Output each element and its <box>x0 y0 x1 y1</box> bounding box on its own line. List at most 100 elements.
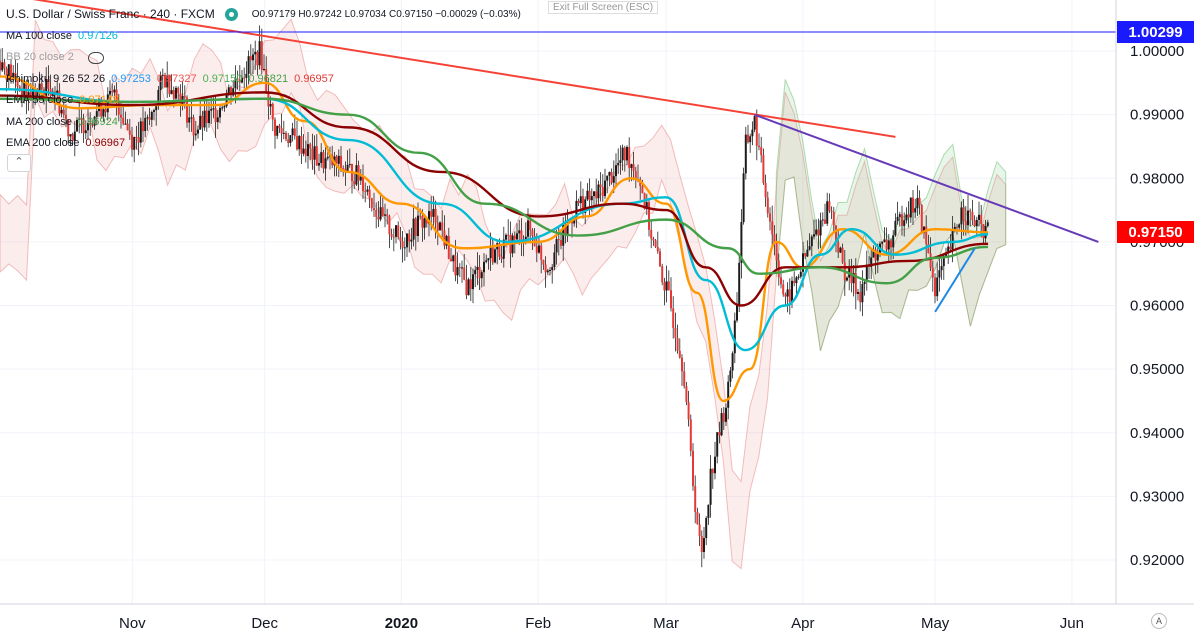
candle-body <box>751 129 754 137</box>
indicator-ma200[interactable]: MA 200 close 0.96924 <box>6 112 521 134</box>
candle-body <box>192 117 195 136</box>
candle-body <box>898 214 901 217</box>
candle-body <box>925 226 928 244</box>
candle-body <box>762 155 765 183</box>
indicator-ema55[interactable]: EMA 55 close 0.97149 <box>6 90 521 112</box>
candle-body <box>621 147 624 161</box>
candle-body <box>425 218 428 224</box>
candle-body <box>463 267 466 280</box>
candle-body <box>949 246 952 250</box>
candle-body <box>452 255 455 262</box>
candle-body <box>342 168 345 170</box>
candle-body <box>786 289 789 297</box>
candle-body <box>758 145 760 148</box>
candle-body <box>439 222 441 231</box>
candle-body <box>93 116 96 126</box>
exit-fullscreen-button[interactable]: Exit Full Screen (ESC) <box>548 1 659 14</box>
auto-scale-button[interactable]: A <box>1151 613 1167 629</box>
hidden-eye-icon[interactable] <box>87 51 104 64</box>
candle-body <box>577 200 580 204</box>
candle-body <box>716 432 719 457</box>
candle-body <box>122 117 125 124</box>
candle-body <box>194 133 197 136</box>
candle-body <box>58 90 61 114</box>
candle-body <box>916 197 919 209</box>
candle-body <box>399 237 402 242</box>
candle-body <box>648 202 650 230</box>
indicator-ichimoku[interactable]: Ichimoku 9 26 52 26 0.97253 0.97327 0.97… <box>6 69 521 91</box>
candle-body <box>661 266 664 283</box>
candle-body <box>564 224 567 235</box>
candle-body <box>480 272 483 279</box>
trendline-triangle-upper-line <box>753 113 1099 243</box>
candle-body <box>247 56 250 74</box>
candle-body <box>544 264 547 273</box>
candle-body <box>830 210 833 212</box>
candle-body <box>764 182 767 198</box>
candle-body <box>491 247 494 263</box>
indicator-label: BB 20 close 2 <box>6 51 74 63</box>
candle-body <box>450 259 452 262</box>
candle-body <box>73 131 76 141</box>
candle-body <box>172 90 175 99</box>
candle-body <box>139 121 142 143</box>
candle-body <box>817 229 820 236</box>
candle-body <box>282 132 285 134</box>
candle-body <box>874 249 877 261</box>
candle-body <box>535 246 538 253</box>
candle-body <box>810 236 813 247</box>
candle-body <box>566 221 569 235</box>
candle-body <box>241 77 243 83</box>
candle-body <box>835 225 837 243</box>
candle-body <box>414 218 417 236</box>
candle-body <box>201 115 204 128</box>
price-tick-label: 0.96000 <box>1130 298 1184 315</box>
candle-body <box>401 241 404 248</box>
indicator-bb[interactable]: BB 20 close 2 <box>6 47 521 69</box>
candle-body <box>76 119 78 132</box>
candle-body <box>813 234 815 237</box>
candle-body <box>126 123 129 131</box>
candle-body <box>278 125 281 129</box>
candle-body <box>472 274 474 290</box>
candle-body <box>10 64 12 81</box>
candle-body <box>177 87 180 94</box>
candle-body <box>428 211 430 224</box>
candle-body <box>634 170 637 180</box>
candle-body <box>729 370 732 382</box>
candle-body <box>571 220 573 224</box>
candle-body <box>890 240 892 248</box>
candle-body <box>551 267 554 271</box>
candle-body <box>914 208 917 213</box>
candle-body <box>623 147 626 161</box>
candle-body <box>967 210 969 226</box>
candle-body <box>630 164 633 168</box>
candle-body <box>678 350 681 358</box>
symbol-title[interactable]: U.S. Dollar / Swiss Franc · 240 · FXCM <box>6 7 215 21</box>
candle-body <box>421 216 424 228</box>
price-tick-label: 0.92000 <box>1130 552 1184 569</box>
candle-body <box>969 210 972 213</box>
candle-body <box>179 93 182 106</box>
candle-body <box>659 251 661 267</box>
candle-body <box>854 273 857 294</box>
candle-body <box>346 164 349 171</box>
indicator-ema200[interactable]: EMA 200 close 0.96967 <box>6 133 521 155</box>
indicator-ma100[interactable]: MA 100 close 0.97126 <box>6 26 521 48</box>
candle-body <box>280 128 283 134</box>
candle-body <box>555 239 558 253</box>
collapse-legend-button[interactable]: ⌃ <box>7 154 31 172</box>
candle-body <box>540 245 543 260</box>
candle-body <box>553 252 556 268</box>
candle-body <box>793 280 796 284</box>
candle-body <box>210 108 213 111</box>
candle-body <box>940 266 943 271</box>
candle-body <box>502 239 505 259</box>
candle-body <box>98 99 100 112</box>
candle-body <box>518 230 521 234</box>
candle-body <box>256 51 259 66</box>
candle-body <box>929 253 932 268</box>
candle-body <box>289 135 292 144</box>
candle-body <box>744 134 747 174</box>
